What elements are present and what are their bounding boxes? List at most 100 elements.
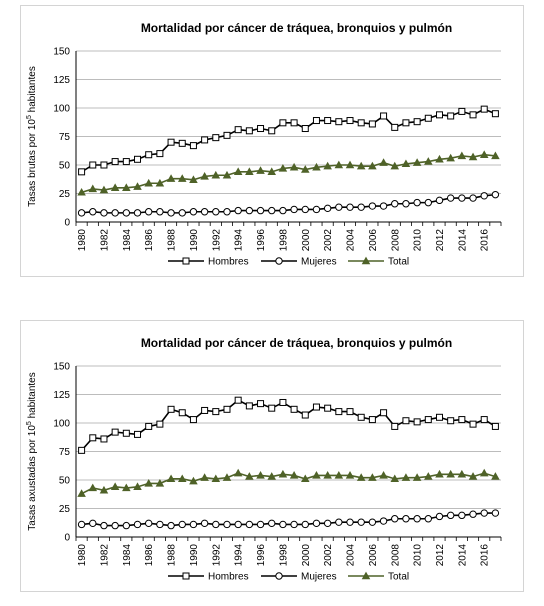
data-point-total — [77, 187, 86, 196]
series-line-mujeres — [81, 512, 496, 527]
data-point-hombres — [156, 150, 164, 158]
data-point-total — [267, 167, 277, 176]
data-point-total — [278, 164, 288, 172]
data-point-hombres — [301, 125, 309, 133]
y-tick-label: 75 — [59, 132, 71, 143]
x-tick-label: 2008 — [390, 229, 401, 252]
data-point-mujeres — [379, 202, 388, 210]
x-tick-label: 1990 — [189, 229, 200, 252]
data-point-mujeres — [301, 205, 309, 214]
data-point-total — [435, 469, 444, 478]
data-point-mujeres — [346, 203, 354, 211]
data-point-total — [345, 471, 355, 479]
data-point-mujeres — [122, 521, 131, 530]
y-tick-label: 25 — [59, 504, 71, 515]
data-point-mujeres — [402, 515, 410, 523]
data-point-hombres — [424, 114, 432, 122]
data-point-hombres — [424, 416, 432, 424]
x-tick-label: 1998 — [278, 544, 289, 567]
data-point-mujeres — [234, 520, 242, 529]
data-point-total — [435, 154, 444, 163]
x-tick-label: 2006 — [368, 544, 379, 567]
data-point-hombres — [212, 408, 220, 416]
data-point-mujeres — [424, 515, 433, 523]
data-point-total — [144, 178, 153, 187]
data-point-total — [99, 185, 109, 194]
y-tick-label: 0 — [64, 218, 70, 229]
data-point-mujeres — [435, 512, 444, 521]
data-point-total — [424, 472, 433, 480]
data-point-mujeres — [234, 206, 242, 215]
data-point-hombres — [178, 139, 186, 147]
data-point-total — [99, 485, 109, 494]
x-tick-label: 1980 — [77, 544, 88, 567]
data-point-hombres — [279, 119, 287, 127]
data-point-total — [457, 151, 467, 160]
data-point-total — [245, 167, 254, 176]
data-point-hombres — [122, 429, 130, 437]
data-point-total — [312, 162, 321, 171]
data-point-hombres — [435, 413, 443, 421]
data-point-hombres — [368, 120, 376, 128]
data-point-total — [401, 159, 411, 168]
data-point-total — [155, 178, 165, 187]
data-point-mujeres — [391, 515, 399, 523]
data-point-total — [267, 472, 277, 480]
y-tick-label: 150 — [53, 47, 70, 58]
data-point-total — [211, 170, 221, 179]
series-hombres — [78, 396, 499, 454]
y-tick-label: 50 — [59, 476, 71, 487]
data-point-mujeres — [446, 511, 455, 520]
data-point-total — [211, 474, 221, 483]
data-point-total — [334, 160, 344, 169]
x-tick-label: 2004 — [346, 544, 357, 567]
data-point-hombres — [447, 417, 455, 425]
data-point-mujeres — [368, 202, 377, 210]
legend-item-hombres: Hombres — [168, 257, 249, 268]
data-point-hombres — [189, 142, 197, 150]
data-point-total — [177, 474, 187, 483]
data-point-mujeres — [312, 205, 321, 214]
data-point-mujeres — [77, 520, 86, 529]
data-point-total — [345, 160, 355, 169]
data-point-hombres — [391, 123, 399, 131]
data-point-total — [468, 152, 478, 161]
data-point-total — [189, 476, 198, 485]
y-tick-label: 125 — [53, 75, 70, 86]
data-point-mujeres — [167, 521, 175, 530]
data-point-total — [222, 473, 232, 481]
data-point-hombres — [357, 413, 365, 421]
data-point-hombres — [324, 404, 332, 412]
data-point-hombres — [134, 155, 142, 163]
data-point-total — [233, 468, 243, 477]
data-point-hombres — [335, 408, 343, 416]
data-point-hombres — [312, 117, 320, 125]
data-point-hombres — [335, 118, 343, 126]
data-point-total — [133, 482, 142, 491]
data-point-total — [166, 474, 176, 483]
legend-marker — [182, 572, 190, 580]
y-axis-label: Tasas brutas por 105 habitantes — [26, 66, 38, 207]
data-point-total — [323, 161, 332, 170]
data-point-total — [200, 473, 209, 481]
data-point-mujeres — [446, 194, 455, 202]
data-point-hombres — [312, 403, 320, 411]
legend-item-hombres: Hombres — [168, 572, 249, 583]
data-point-hombres — [480, 105, 488, 113]
legend-label: Total — [388, 572, 409, 583]
data-point-hombres — [435, 111, 443, 119]
data-point-hombres — [301, 411, 309, 419]
data-point-mujeres — [144, 519, 153, 528]
data-point-mujeres — [290, 205, 298, 214]
data-point-hombres — [368, 416, 376, 424]
x-tick-label: 1998 — [278, 229, 289, 252]
data-point-mujeres — [223, 520, 231, 529]
data-point-total — [379, 471, 388, 479]
data-point-hombres — [145, 151, 153, 159]
data-point-total — [289, 162, 299, 171]
data-point-mujeres — [469, 510, 477, 518]
series-line-mujeres — [81, 193, 496, 214]
data-point-hombres — [402, 417, 410, 425]
data-point-mujeres — [200, 208, 209, 216]
x-tick-label: 2006 — [368, 229, 379, 252]
